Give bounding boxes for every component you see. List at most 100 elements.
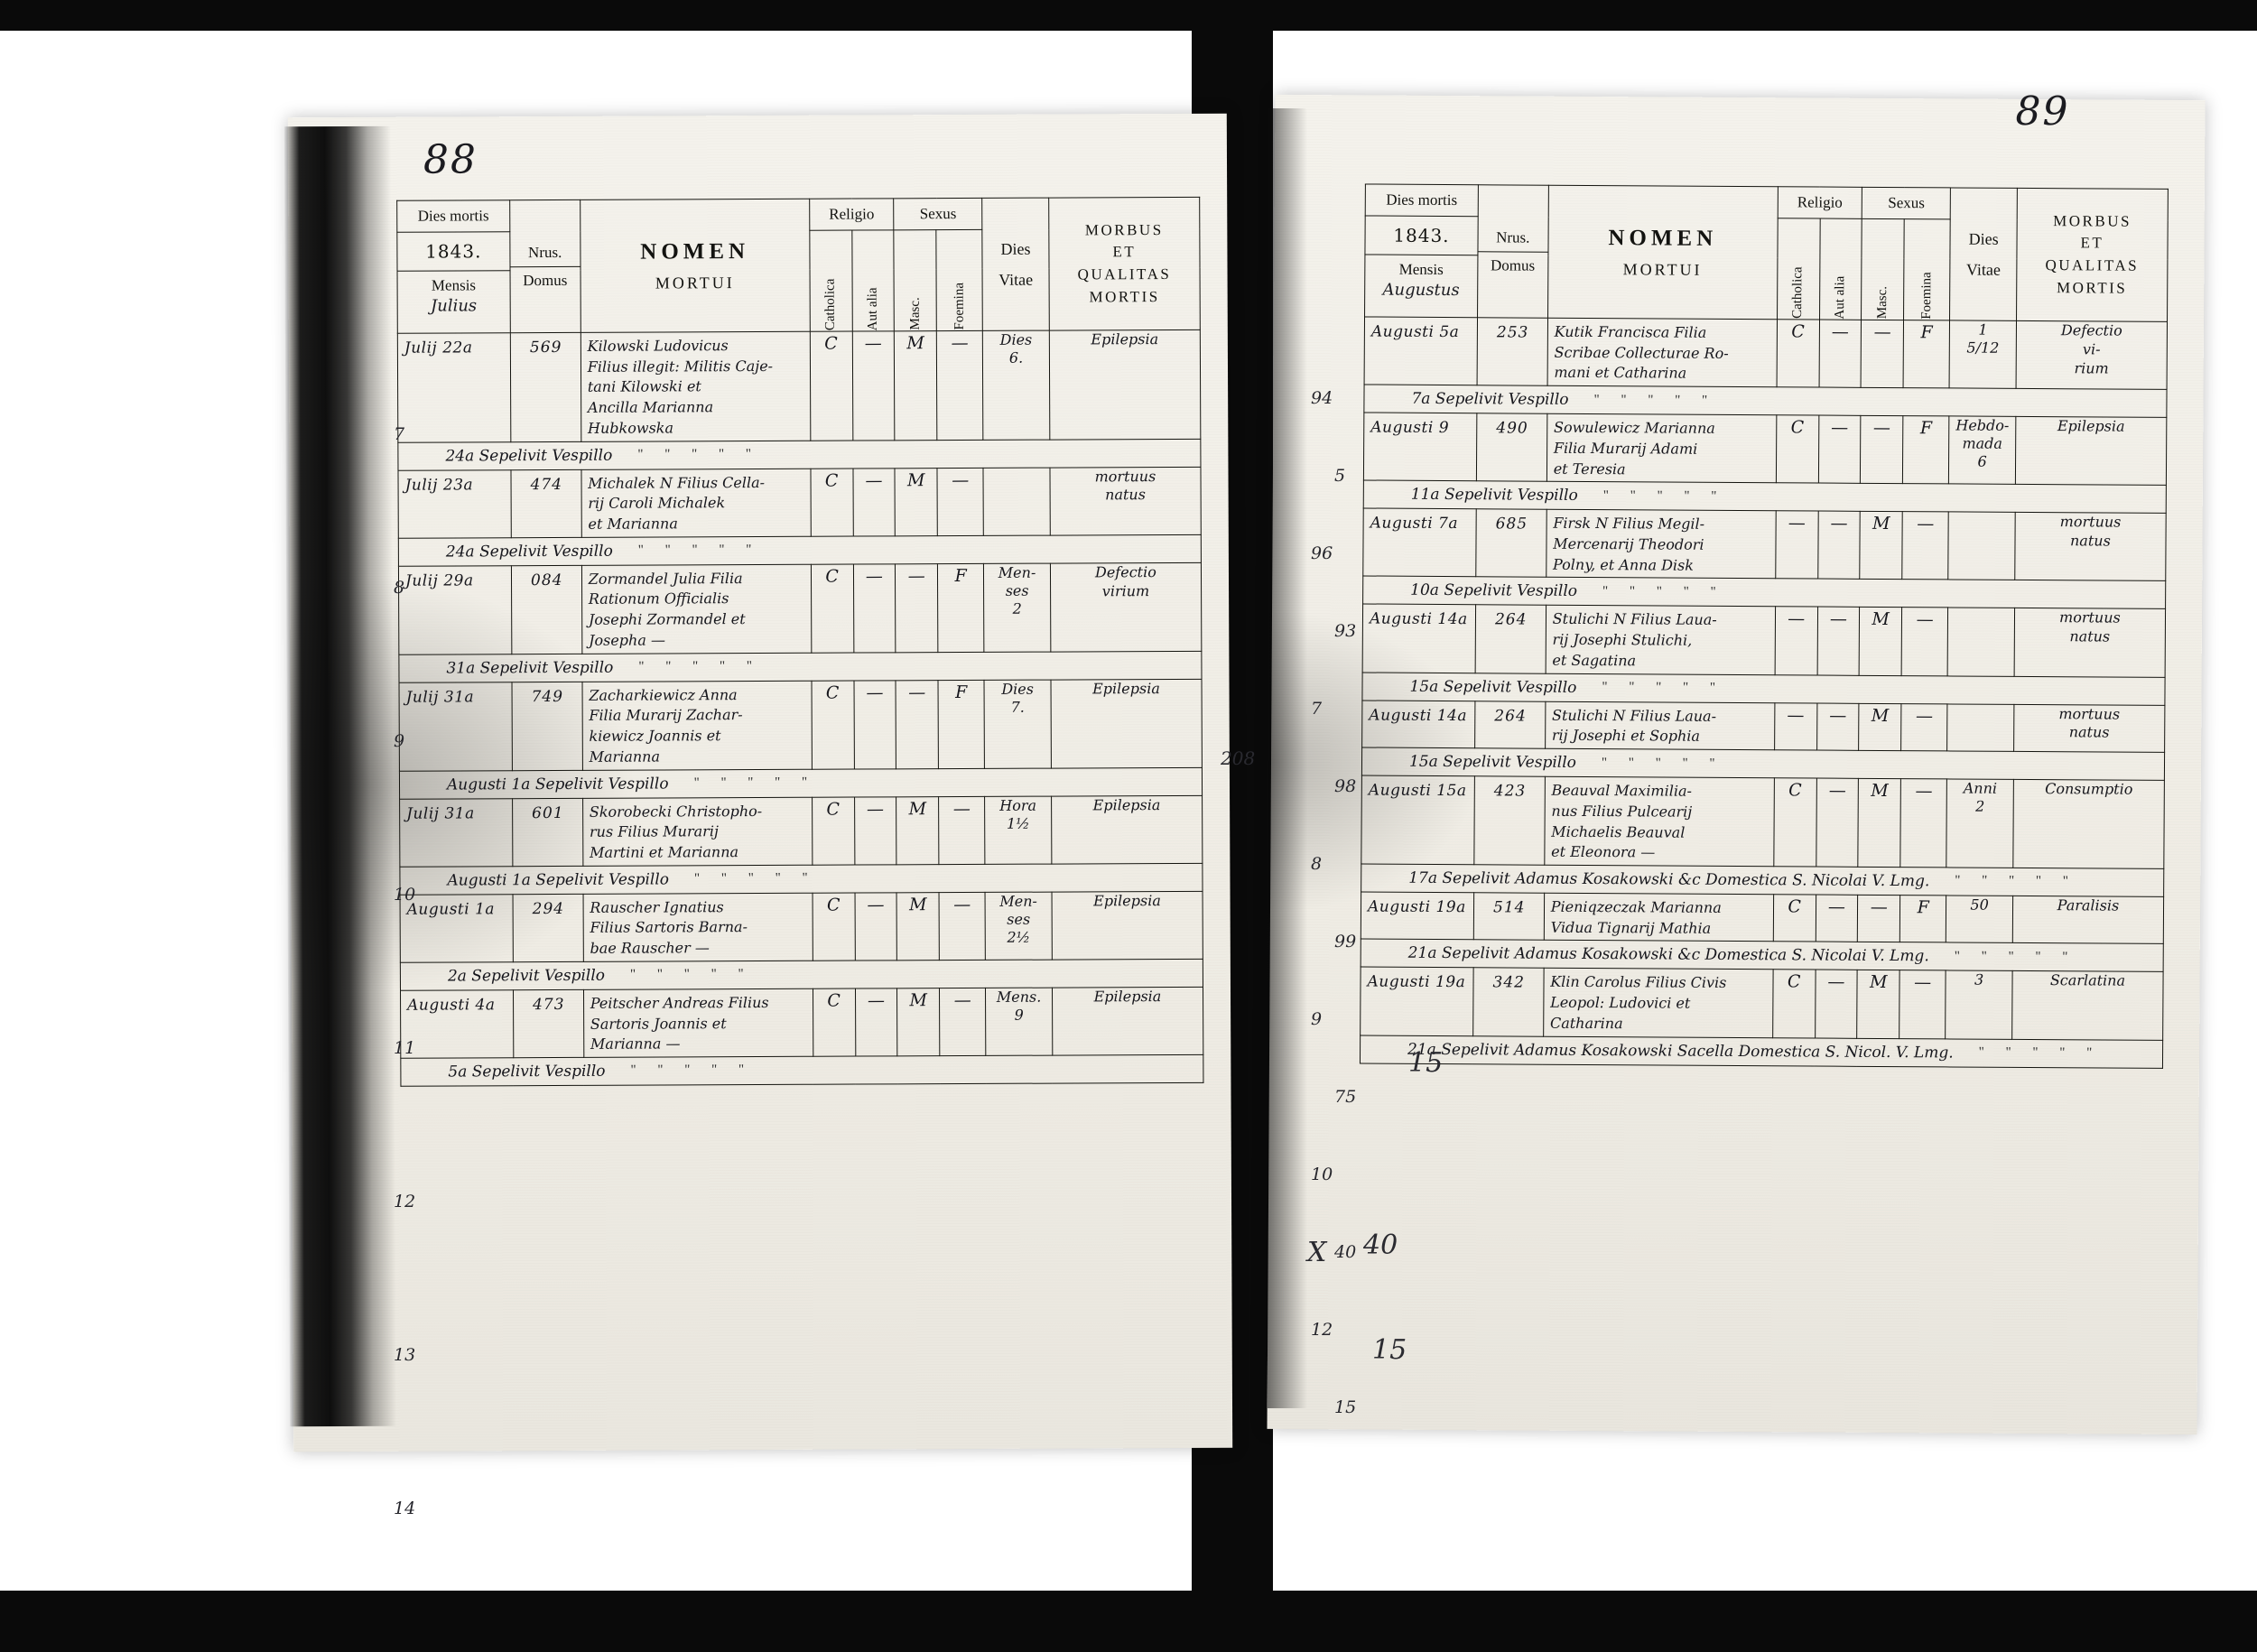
- header-dies-vitae-r: Dies Vitae: [1949, 187, 2018, 321]
- nomen-line: Zormandel Julia Filia: [588, 569, 743, 588]
- ditto-dashes: " " " " ": [638, 659, 762, 674]
- entry-dies-vitae-cell: [983, 467, 1051, 536]
- register-entry-row[interactable]: Augusti 9 490 Sowulewicz Marianna Filia Mur…: [1363, 413, 2167, 486]
- burial-note-text: 24a Sepelivit Vespillo: [445, 542, 613, 561]
- register-entry-row[interactable]: Julij 23a 474 Michalek N Filius Cella-rij …: [397, 466, 1202, 538]
- header-year-r: 1843.: [1364, 215, 1478, 255]
- header-dies-mortis-r: Dies mortis: [1365, 183, 1479, 217]
- register-entry-row[interactable]: Augusti 14a 264 Stulichi N Filius Laua-rij…: [1362, 604, 2166, 678]
- burial-note-text: 5a Sepelivit Vespillo: [448, 1062, 606, 1081]
- nomen-line: Mercenarij Theodori: [1553, 534, 1704, 553]
- entry-masc-mark: M: [1859, 607, 1902, 676]
- entry-masc-mark: M: [1858, 778, 1901, 868]
- nomen-line: Leopol: Ludovici et: [1550, 993, 1691, 1012]
- entry-nomen-cell: Stulichi N Filius Laua-rij Josephi et So…: [1545, 701, 1775, 750]
- nomen-line: Skorobecki Christopho-: [589, 802, 763, 821]
- entry-date-cell: Augusti 9: [1363, 413, 1477, 482]
- header-religio-r: Religio: [1777, 186, 1862, 219]
- burial-note-text: 21a Sepelivit Adamus Kosakowski Sacella …: [1407, 1040, 1954, 1063]
- nomen-line: Michaelis Beauval: [1551, 822, 1686, 841]
- entry-aut-alia-mark: —: [854, 796, 897, 865]
- entry-dies-vitae-cell: Men-ses 2: [983, 562, 1051, 653]
- header-masc-r: Masc.: [1861, 218, 1905, 320]
- page-annotation: 15: [1372, 1334, 1407, 1366]
- burial-note-cell: 31a Sepelivit Vespillo " " " " ": [398, 650, 1203, 682]
- header-mensis-value: Julius: [430, 296, 478, 316]
- register-entry-row[interactable]: Julij 29a 084 Zormandel Julia Filia Rationu…: [398, 562, 1202, 654]
- nomen-line: Catharina: [1549, 1014, 1623, 1033]
- entry-nrus-domus-cell: 474: [510, 469, 582, 538]
- scan-border-top: [0, 0, 2257, 31]
- burial-note-text: 2a Sepelivit Vespillo: [447, 966, 606, 986]
- header-religio: Religio: [809, 198, 895, 231]
- entry-dies-vitae-cell: 3: [1945, 970, 2012, 1039]
- entry-date-cell: Augusti 19a: [1361, 891, 1474, 941]
- entry-nomen-cell: Pieniqzeczak Marianna Vidua Tignarij Math…: [1544, 893, 1774, 942]
- entry-masc-mark: M: [894, 330, 937, 441]
- nomen-line: Filius Sartoris Barna-: [590, 918, 748, 937]
- entry-catholica-mark: C: [811, 563, 854, 653]
- register-entry-row[interactable]: Augusti 5a 253 Kutik Francisca Filia Scriba…: [1364, 316, 2168, 390]
- ditto-dashes: " " " " ": [637, 447, 760, 462]
- register-entry-row[interactable]: Augusti 4a 473 Peitscher Andreas Filius Sar…: [400, 987, 1203, 1059]
- entry-masc-mark: M: [896, 988, 940, 1056]
- nomen-line: Polny, et Anna Disk: [1553, 555, 1695, 574]
- nomen-line: Firsk N Filius Megil-: [1553, 515, 1705, 534]
- ditto-dashes: " " " " ": [1593, 392, 1717, 408]
- nomen-line: Marianna: [589, 747, 661, 766]
- burial-note-cell: 24a Sepelivit Vespillo " " " " ": [398, 534, 1202, 566]
- register-entry-row[interactable]: Augusti 1a 294 Rauscher Ignatius Filius Sar…: [400, 891, 1203, 963]
- entry-date-cell: Julij 23a: [397, 469, 512, 538]
- entry-nrus-domus-cell: 685: [1475, 509, 1546, 578]
- register-entry-row[interactable]: Augusti 7a 685 Firsk N Filius Megil- Mercen…: [1362, 508, 2167, 581]
- burial-note-text: 21a Sepelivit Adamus Kosakowski &c Domes…: [1407, 944, 1929, 966]
- burial-note-text: 24a Sepelivit Vespillo: [445, 446, 613, 466]
- register-entry-row[interactable]: Augusti 19a 514 Pieniqzeczak Marianna Vidua…: [1361, 891, 2164, 944]
- header-et: ET: [1112, 243, 1137, 261]
- entry-nrus-domus-cell: 749: [511, 681, 583, 771]
- nomen-line: mani et Catharina: [1554, 364, 1687, 383]
- burial-note-text: 7a Sepelivit Vespillo: [1411, 389, 1569, 410]
- header-nrus-domus-r: Nrus. Domus: [1477, 184, 1549, 319]
- nomen-line: Filia Murarij Adami: [1553, 439, 1698, 458]
- register-entry-row[interactable]: Augusti 19a 342 Klin Carolus Filius Civis L…: [1360, 967, 2164, 1040]
- header-morbus-qualitas-mortis: MORBUS ET QUALITAS MORTIS: [1048, 197, 1201, 331]
- nomen-line: Kilowski Ludovicus: [587, 337, 729, 355]
- entry-foemina-mark: —: [937, 468, 984, 536]
- register-entry-row[interactable]: Augusti 14a 264 Stulichi N Filius Laua-rij…: [1361, 700, 2165, 753]
- header-mortis: MORTIS: [1089, 287, 1160, 306]
- nomen-line: et Marianna: [588, 515, 678, 533]
- register-entry-row[interactable]: Julij 22a 569 Kilowski Ludovicus Filius ill…: [397, 329, 1201, 442]
- entry-date-cell: Augusti 4a: [400, 989, 514, 1059]
- entry-catholica-mark: C: [1773, 894, 1816, 942]
- margin-tally-number: 8: [394, 578, 405, 598]
- header-vitae: Vitae: [998, 270, 1034, 289]
- burial-note-text: 15a Sepelivit Vespillo: [1409, 677, 1577, 697]
- burial-note-row: 2a Sepelivit Vespillo " " " " ": [400, 959, 1203, 991]
- entry-morbus-cell: mortuus natus: [1049, 466, 1202, 535]
- register-entry-row[interactable]: Julij 31a 601 Skorobecki Christopho-rus Fi…: [399, 794, 1203, 867]
- entry-foemina-mark: —: [936, 330, 984, 441]
- entry-foemina-mark: F: [937, 563, 985, 653]
- margin-tally-number: 12: [394, 1192, 416, 1211]
- burial-note-text: 11a Sepelivit Vespillo: [1410, 486, 1578, 506]
- margin-tally-number: 75: [1334, 1087, 1357, 1107]
- register-entry-row[interactable]: Julij 31a 749 Zacharkiewicz Anna Filia Mura…: [399, 678, 1203, 771]
- burial-note-cell: Augusti 1a Sepelivit Vespillo " " " " ": [399, 766, 1203, 799]
- nomen-line: Sowulewicz Marianna: [1553, 418, 1715, 438]
- page-right: 89 Dies mortis Nrus. Domus NOMEN MORTUI: [1267, 88, 2206, 1435]
- entry-nomen-cell: Zormandel Julia Filia Rationum Officialis…: [581, 564, 812, 654]
- margin-tally-number: 10: [394, 885, 416, 905]
- nomen-line: Zacharkiewicz Anna: [589, 685, 738, 704]
- nomen-line: Marianna —: [590, 1035, 681, 1053]
- ditto-dashes: " " " " ": [637, 543, 761, 558]
- entry-date-cell: Augusti 7a: [1362, 508, 1476, 578]
- entry-morbus-cell: Epilepsia: [1050, 678, 1203, 768]
- register-entry-row[interactable]: Augusti 15a 423 Beauval Maximilia-nus Fili…: [1361, 775, 2165, 869]
- entry-date-cell: Augusti 5a: [1364, 316, 1478, 385]
- burial-note-cell: 2a Sepelivit Vespillo " " " " ": [400, 959, 1203, 991]
- table-header-left: Dies mortis Nrus. Domus NOMEN MORTUI Rel…: [396, 197, 1201, 334]
- ditto-dashes: " " " " ": [630, 1063, 754, 1079]
- burial-note-text: Augusti 1a Sepelivit Vespillo: [447, 870, 670, 890]
